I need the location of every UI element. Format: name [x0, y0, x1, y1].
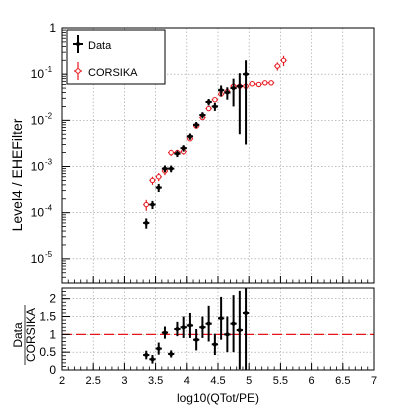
data-point	[181, 325, 186, 330]
x-tick-label: 2.5	[86, 375, 101, 387]
legend-label-data: Data	[88, 40, 112, 52]
upper-y-tick-exponent: -1	[45, 65, 53, 74]
upper-y-tick-exponent: -4	[45, 204, 53, 213]
data-point	[212, 104, 217, 109]
data-point	[237, 84, 242, 89]
legend-marker-data	[73, 35, 83, 53]
upper-grid	[62, 28, 374, 283]
upper-y-tick-label: 10	[31, 206, 45, 220]
data-point	[156, 185, 161, 190]
data-point	[156, 346, 161, 351]
data-point	[231, 321, 236, 326]
data-point	[237, 328, 242, 333]
x-tick-label: 5.5	[273, 375, 288, 387]
data-point	[200, 113, 205, 118]
lower-y-tick-label: 2	[49, 292, 56, 306]
corsika-point	[168, 149, 174, 156]
data-point	[162, 330, 167, 335]
legend-marker-corsika	[74, 62, 82, 80]
data-point	[206, 321, 211, 326]
upper-y-tick-label: 1	[49, 21, 56, 35]
ratio-label-denominator: CORSIKA	[24, 308, 38, 362]
corsika-point	[156, 174, 162, 180]
x-tick-label: 5	[246, 375, 252, 387]
upper-y-tick-label: 10	[31, 113, 45, 127]
legend: Data CORSIKA	[66, 29, 166, 85]
lower-y-tick-label: 0.5	[39, 345, 56, 359]
data-point	[212, 342, 217, 347]
lower-grid	[62, 288, 374, 370]
upper-frame	[61, 27, 375, 284]
data-point	[169, 166, 174, 171]
tick-labels: 2 2.5 3 3.5 4 4.5 5 5.5 6 6.5 710-510-410-310 -210-…	[31, 21, 377, 387]
corsika-point	[262, 80, 268, 86]
upper-y-tick-label: 10	[31, 67, 45, 81]
data-point	[187, 323, 192, 328]
upper-y-axis-label: Level4 / EHEFilter	[9, 118, 25, 231]
data-point	[219, 316, 224, 321]
upper-y-tick-exponent: -2	[45, 111, 53, 120]
ratio-y-axis-label: Data CORSIKA	[11, 305, 38, 365]
data-point	[244, 72, 249, 77]
data-point	[219, 88, 224, 93]
data-point	[150, 202, 155, 207]
data-point	[225, 332, 230, 337]
axes	[61, 27, 375, 371]
data-point	[162, 166, 167, 171]
upper-y-tick-label: 10	[31, 160, 45, 174]
legend-label-corsika: CORSIKA	[88, 67, 138, 79]
upper-y-tick-exponent: -3	[45, 158, 53, 167]
data-point	[244, 310, 249, 315]
upper-y-tick-exponent: -5	[45, 250, 53, 259]
lower-series	[62, 288, 374, 370]
lower-y-tick-label: 1.5	[39, 310, 56, 324]
ratio-label-numerator: Data	[11, 322, 25, 348]
x-tick-label: 6	[309, 375, 315, 387]
lower-y-tick-label: 0	[49, 363, 56, 377]
x-tick-label: 4	[184, 375, 190, 387]
corsika-point	[255, 81, 262, 88]
data-point	[175, 151, 180, 156]
x-tick-label: 3.5	[148, 375, 163, 387]
corsika-point	[205, 105, 212, 112]
data-point	[194, 337, 199, 342]
corsika-point	[274, 63, 280, 69]
x-tick-label: 2	[59, 375, 65, 387]
data-point	[169, 351, 174, 356]
corsika-point	[249, 81, 256, 87]
data-point	[206, 99, 211, 104]
upper-y-tick-label: 10	[31, 252, 45, 266]
data-point	[144, 220, 149, 225]
x-tick-label: 4.5	[210, 375, 225, 387]
corsika-point	[212, 96, 218, 103]
data-point	[144, 353, 149, 358]
legend-box	[66, 29, 166, 85]
lower-frame	[61, 287, 375, 371]
data-point	[231, 86, 236, 91]
x-tick-label: 7	[371, 375, 377, 387]
corsika-point	[143, 201, 149, 208]
corsika-point	[280, 57, 287, 63]
data-point	[194, 122, 199, 127]
x-tick-label: 3	[121, 375, 127, 387]
data-point	[150, 357, 155, 362]
data-point	[187, 134, 192, 139]
lower-y-tick-label: 1	[49, 327, 56, 341]
data-point	[181, 146, 186, 151]
data-point	[225, 90, 230, 95]
data-point	[175, 327, 180, 331]
x-tick-label: 6.5	[335, 375, 350, 387]
upper-series	[143, 55, 287, 229]
x-axis-label: log10(QTot/PE)	[177, 391, 259, 405]
data-point	[200, 325, 205, 330]
corsika-point	[268, 80, 274, 86]
corsika-point	[149, 177, 156, 184]
